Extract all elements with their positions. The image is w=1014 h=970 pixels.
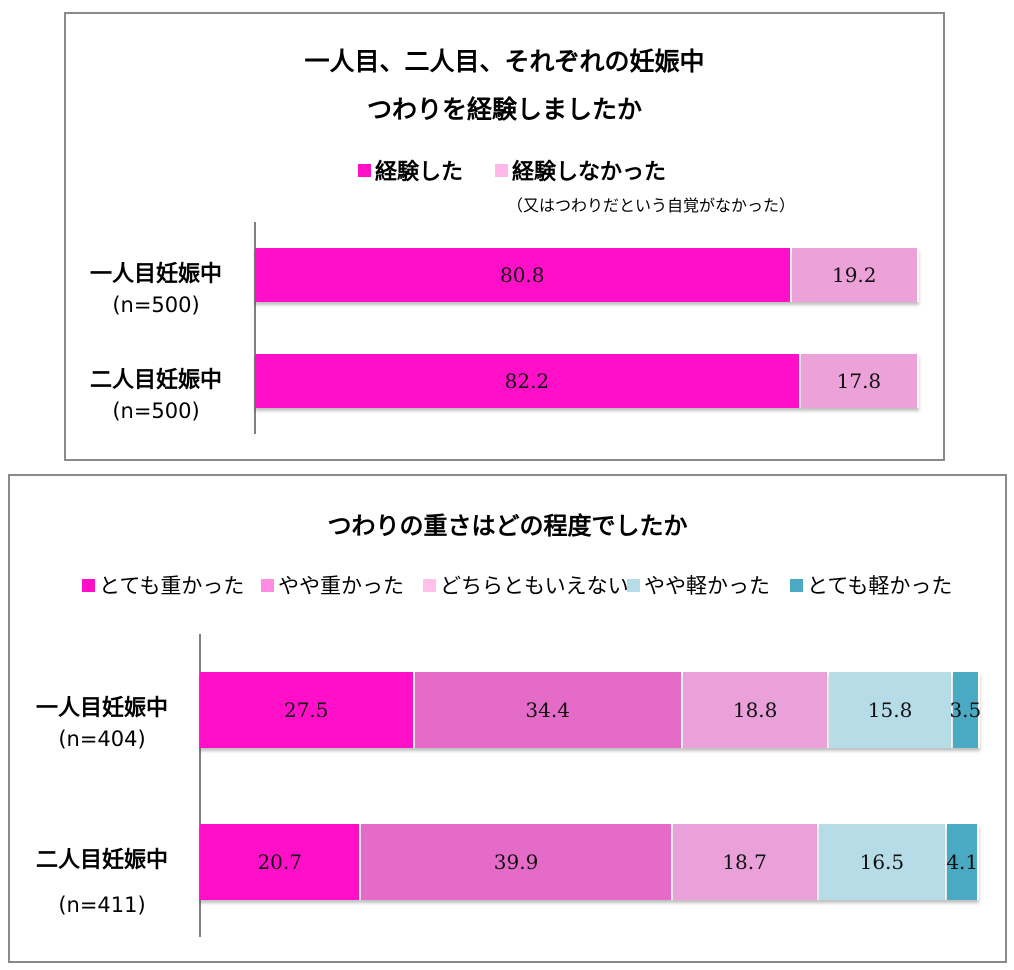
legend-label: どちらともいえない	[440, 574, 629, 598]
category-n: (n=404)	[58, 727, 146, 751]
category-label: 二人目妊娠中 (n=500)	[68, 366, 244, 426]
bar-segment: 16.5	[818, 824, 948, 900]
legend-swatch	[495, 163, 508, 177]
legend-item: 経験した	[358, 154, 463, 186]
legend-item: 経験しなかった	[495, 154, 666, 186]
legend-item: やや重かった	[261, 570, 404, 600]
legend-label: とても軽かった	[807, 574, 953, 598]
category-axis	[199, 634, 201, 937]
legend-swatch	[82, 578, 95, 592]
category-name: 二人目妊娠中	[35, 848, 168, 873]
legend-item: やや軽かった	[627, 570, 770, 600]
category-label: 一人目妊娠中 (n=500)	[68, 260, 244, 320]
legend-item: どちらともいえない	[423, 570, 629, 600]
chart-experience: 一人目、二人目、それぞれの妊娠中 つわりを経験しましたか経験した 経験しなかった （又…	[64, 12, 945, 461]
bar-segment: 80.8	[255, 248, 792, 302]
chart-severity: つわりの重さはどの程度でしたかとても重かった やや重かった どちらともいえない やや軽…	[8, 474, 1007, 963]
bar-segment: 18.7	[672, 824, 819, 900]
bar-segment: 20.7	[200, 824, 362, 900]
legend-item: とても重かった	[82, 570, 244, 600]
legend-swatch	[627, 578, 640, 592]
bar-segment: 17.8	[800, 354, 919, 408]
bar-segment: 19.2	[791, 248, 919, 302]
category-label: 一人目妊娠中 (n=404)	[12, 694, 192, 754]
bar-segment: 15.8	[829, 672, 953, 748]
category-n: (n=500)	[112, 399, 200, 423]
category-label: 二人目妊娠中 (n=411)	[12, 846, 192, 920]
legend-label: やや軽かった	[644, 574, 770, 598]
category-name: 一人目妊娠中	[35, 696, 168, 721]
bar-segment: 39.9	[361, 824, 673, 900]
bar-segment: 4.1	[946, 824, 980, 900]
legend-swatch	[261, 578, 274, 592]
bar-segment: 34.4	[414, 672, 683, 748]
category-n: (n=411)	[58, 893, 146, 917]
category-axis	[254, 222, 256, 434]
chart-title: 一人目、二人目、それぞれの妊娠中	[304, 47, 705, 76]
legend-label: 経験しなかった	[512, 160, 667, 185]
legend-item: とても軽かった	[790, 570, 952, 600]
category-n: (n=500)	[112, 293, 200, 317]
legend-swatch	[423, 578, 436, 592]
bar-segment: 27.5	[200, 672, 415, 748]
bar-segment: 82.2	[255, 354, 801, 408]
bar-segment: 18.8	[682, 672, 830, 748]
legend-label: 経験した	[375, 160, 464, 185]
chart-title: つわりを経験しましたか	[366, 95, 642, 124]
legend-note: （又はつわりだという自覚がなかった）	[507, 196, 796, 215]
legend-swatch	[358, 163, 371, 177]
legend-label: やや重かった	[278, 574, 404, 598]
chart-title: つわりの重さはどの程度でしたか	[327, 512, 688, 540]
bar-segment: 3.5	[949, 672, 981, 748]
category-name: 一人目妊娠中	[89, 262, 222, 287]
legend-swatch	[790, 578, 803, 592]
category-name: 二人目妊娠中	[89, 368, 222, 393]
legend-label: とても重かった	[99, 574, 245, 598]
